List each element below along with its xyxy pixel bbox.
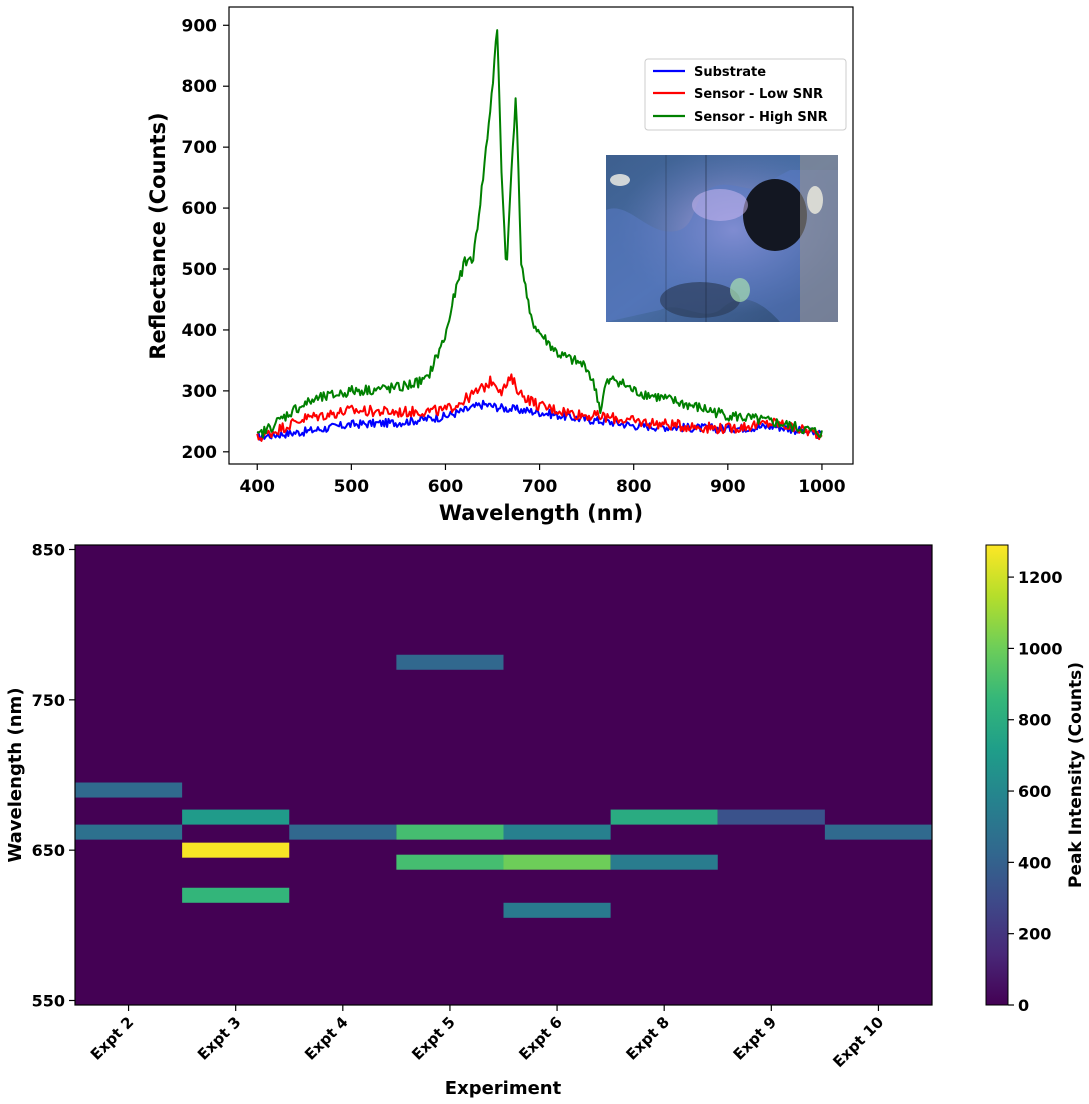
heatmap-y-tick-label: 850 <box>32 541 65 560</box>
legend-label-low-snr: Sensor - Low SNR <box>694 87 823 102</box>
heatmap-cell <box>610 809 718 825</box>
heatmap-cell <box>503 854 611 870</box>
heatmap-y-tick-label: 650 <box>32 841 65 860</box>
heatmap-cells <box>75 654 932 918</box>
heatmap-cell <box>503 902 611 918</box>
series-line-substrate <box>256 399 823 441</box>
colorbar-tick-label: 200 <box>1018 925 1051 944</box>
colorbar-label: Peak Intensity (Counts) <box>1066 662 1086 888</box>
colorbar-tick-label: 600 <box>1018 782 1051 801</box>
heatmap-frame <box>74 544 933 1006</box>
legend-label-high-snr: Sensor - High SNR <box>694 110 828 125</box>
heatmap-x-tick-label: Expt 3 <box>194 1013 245 1064</box>
x-tick-label: 1000 <box>798 477 845 497</box>
colorbar-ticks: 0 200 400 600 800 1000 1200 <box>1008 568 1063 1015</box>
heatmap-x-tick-label: Expt 9 <box>730 1013 781 1064</box>
line-y-ticks: 200 300 400 500 600 700 800 900 <box>182 16 229 463</box>
x-tick-label: 600 <box>428 477 464 497</box>
x-tick-label: 800 <box>616 477 652 497</box>
heatmap-y-ticks: 550 650 750 850 <box>32 541 75 1010</box>
heatmap-cell <box>182 809 290 825</box>
line-x-axis-title: Wavelength (nm) <box>439 501 643 525</box>
y-tick-label: 300 <box>182 382 218 402</box>
y-tick-label: 500 <box>182 260 218 280</box>
heatmap-cell <box>75 782 183 798</box>
legend: Substrate Sensor - Low SNR Sensor - High… <box>644 58 847 131</box>
heatmap-y-tick-label: 750 <box>32 691 65 710</box>
heatmap-cell <box>75 824 183 840</box>
colorbar-tick-label: 1000 <box>1018 639 1063 658</box>
heatmap-y-tick-label: 550 <box>32 991 65 1010</box>
inset-sensor-image <box>606 155 838 322</box>
x-tick-label: 700 <box>522 477 558 497</box>
heatmap-x-tick-label: Expt 2 <box>87 1013 138 1064</box>
colorbar-tick-label: 800 <box>1018 711 1051 730</box>
line-y-axis-title: Reflectance (Counts) <box>146 112 170 359</box>
y-tick-label: 400 <box>182 321 218 341</box>
heatmap-x-tick-label: Expt 6 <box>515 1013 566 1064</box>
heatmap-x-axis-title: Experiment <box>445 1078 562 1099</box>
colorbar: 0 200 400 600 800 1000 1200 Peak Intensity (Co… <box>985 544 1086 1015</box>
reflectance-line-chart: 400 500 600 700 800 900 1000 200 300 400 500 600 70… <box>146 6 854 525</box>
heatmap-cell <box>396 654 504 670</box>
colorbar-tick-label: 0 <box>1018 996 1029 1015</box>
line-x-ticks: 400 500 600 700 800 900 1000 <box>239 464 846 497</box>
series-line-sensor-low-snr <box>256 373 823 442</box>
colorbar-tick-label: 1200 <box>1018 568 1063 587</box>
heatmap-x-tick-label: Expt 10 <box>829 1013 887 1071</box>
y-tick-label: 700 <box>182 138 218 158</box>
heatmap-cell <box>824 824 932 840</box>
heatmap-x-ticks: Expt 2 Expt 3 Expt 4 Expt 5 Expt 6 Expt 8 Expt… <box>87 1005 887 1071</box>
heatmap-x-tick-label: Expt 8 <box>622 1013 673 1064</box>
heatmap-y-axis-title: Wavelength (nm) <box>5 687 26 862</box>
legend-label-substrate: Substrate <box>694 65 766 80</box>
heatmap-background <box>75 545 932 1005</box>
heatmap-cell <box>396 854 504 870</box>
colorbar-gradient <box>985 544 1009 1006</box>
heatmap-cell <box>717 809 825 825</box>
heatmap-x-tick-label: Expt 5 <box>408 1013 459 1064</box>
line-series-group <box>256 29 823 442</box>
heatmap-cell <box>289 824 397 840</box>
heatmap-cell <box>396 824 504 840</box>
x-tick-label: 500 <box>334 477 370 497</box>
y-tick-label: 800 <box>182 77 218 97</box>
legend-box <box>644 58 847 131</box>
heatmap-x-tick-label: Expt 4 <box>301 1013 352 1064</box>
colorbar-tick-label: 400 <box>1018 853 1051 872</box>
heatmap-cell <box>503 824 611 840</box>
x-tick-label: 400 <box>239 477 275 497</box>
y-tick-label: 200 <box>182 443 218 463</box>
heatmap-cell <box>610 854 718 870</box>
x-tick-label: 900 <box>710 477 746 497</box>
y-tick-label: 900 <box>182 16 218 36</box>
y-tick-label: 600 <box>182 199 218 219</box>
series-line-sensor-high-snr <box>256 29 823 439</box>
heatmap-cell <box>182 842 290 858</box>
heatmap-cell <box>182 887 290 903</box>
